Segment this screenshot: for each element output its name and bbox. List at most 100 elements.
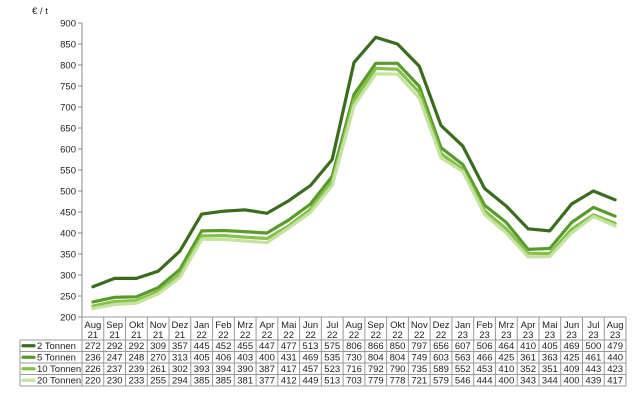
data-label: 363 — [542, 353, 558, 364]
data-label: 479 — [607, 341, 623, 352]
series-line-2-tonnen — [91, 35, 617, 289]
x-tick-label-year: 23 — [610, 330, 621, 341]
x-tick-label-month: Nov — [411, 320, 428, 331]
y-tick-label: 500 — [60, 186, 76, 197]
data-label: 806 — [346, 341, 362, 352]
y-tick-label: 850 — [60, 39, 76, 50]
x-tick-label-month: Okt — [129, 320, 144, 331]
data-table: Aug21Sep21Okt21Nov21Dez21Jan22Feb22Mrz22… — [19, 316, 627, 387]
legend-label: 10 Tonnen — [37, 364, 81, 375]
data-label: 377 — [259, 376, 275, 387]
data-label: 513 — [303, 341, 319, 352]
data-label: 445 — [194, 341, 210, 352]
data-label: 513 — [324, 376, 340, 387]
data-label: 792 — [368, 364, 384, 375]
data-label: 236 — [85, 353, 101, 364]
x-tick-label-year: 23 — [523, 330, 534, 341]
x-tick-label-month: Jul — [326, 320, 338, 331]
x-tick-label-month: Aug — [84, 320, 101, 331]
x-tick-label-month: Mai — [281, 320, 296, 331]
x-tick-label-year: 21 — [175, 330, 186, 341]
data-label: 344 — [542, 376, 558, 387]
data-label: 439 — [585, 376, 601, 387]
x-tick-label-month: Mrz — [498, 320, 514, 331]
data-label: 237 — [107, 364, 123, 375]
y-axis-label: € / t — [32, 6, 48, 17]
data-label: 239 — [128, 364, 144, 375]
data-label: 603 — [433, 353, 449, 364]
data-label: 387 — [259, 364, 275, 375]
data-label: 390 — [237, 364, 253, 375]
x-tick-label-year: 22 — [262, 330, 273, 341]
y-tick-label: 650 — [60, 123, 76, 134]
data-label: 248 — [128, 353, 144, 364]
data-label: 607 — [455, 341, 471, 352]
data-label: 506 — [477, 341, 493, 352]
data-label: 220 — [85, 376, 101, 387]
data-label: 866 — [368, 341, 384, 352]
series-line-10-tonnen — [91, 66, 617, 308]
data-label: 385 — [216, 376, 232, 387]
data-label: 247 — [107, 353, 123, 364]
data-label: 500 — [585, 341, 601, 352]
data-label: 735 — [411, 364, 427, 375]
x-tick-label-month: Mai — [542, 320, 557, 331]
y-tick-label: 900 — [60, 18, 76, 29]
y-tick-label: 200 — [60, 312, 76, 323]
data-label: 403 — [237, 353, 253, 364]
x-tick-label-year: 21 — [131, 330, 142, 341]
plot-area — [91, 35, 617, 311]
data-label: 226 — [85, 364, 101, 375]
data-label: 797 — [411, 341, 427, 352]
x-tick-label-year: 22 — [392, 330, 403, 341]
x-tick-label-month: Apr — [260, 320, 275, 331]
data-label: 230 — [107, 376, 123, 387]
data-label: 255 — [150, 376, 166, 387]
x-tick-label-year: 21 — [109, 330, 120, 341]
y-tick-label: 800 — [60, 60, 76, 71]
x-tick-label-year: 21 — [88, 330, 99, 341]
data-label: 778 — [390, 376, 406, 387]
data-label: 406 — [216, 353, 232, 364]
data-label: 464 — [498, 341, 514, 352]
x-tick-label-year: 23 — [545, 330, 556, 341]
data-label: 523 — [324, 364, 340, 375]
data-label: 309 — [150, 341, 166, 352]
y-tick-label: 300 — [60, 270, 76, 281]
data-label: 461 — [585, 353, 601, 364]
data-label: 409 — [564, 364, 580, 375]
data-label: 417 — [607, 376, 623, 387]
data-label: 385 — [194, 376, 210, 387]
data-label: 457 — [303, 364, 319, 375]
y-tick-label: 450 — [60, 207, 76, 218]
x-tick-label-year: 22 — [327, 330, 338, 341]
legend-label: 20 Tonnen — [37, 376, 81, 387]
data-label: 563 — [455, 353, 471, 364]
data-label: 410 — [520, 341, 536, 352]
x-tick-label-month: Mrz — [237, 320, 253, 331]
data-label: 313 — [172, 353, 188, 364]
series-line-5-tonnen — [91, 61, 617, 304]
x-tick-label-month: Apr — [521, 320, 536, 331]
data-label: 656 — [433, 341, 449, 352]
data-label: 302 — [172, 364, 188, 375]
data-label: 447 — [259, 341, 275, 352]
data-label: 850 — [390, 341, 406, 352]
data-label: 410 — [498, 364, 514, 375]
data-label: 779 — [368, 376, 384, 387]
x-tick-label-month: Okt — [390, 320, 405, 331]
data-label: 469 — [564, 341, 580, 352]
x-tick-label-month: Sep — [106, 320, 123, 331]
data-label: 444 — [477, 376, 493, 387]
data-label: 423 — [607, 364, 623, 375]
data-label: 394 — [216, 364, 232, 375]
x-tick-label-month: Jul — [587, 320, 599, 331]
data-label: 351 — [542, 364, 558, 375]
data-label: 449 — [303, 376, 319, 387]
data-label: 716 — [346, 364, 362, 375]
x-tick-label-year: 22 — [240, 330, 251, 341]
data-label: 535 — [324, 353, 340, 364]
y-tick-label: 600 — [60, 144, 76, 155]
data-label: 575 — [324, 341, 340, 352]
